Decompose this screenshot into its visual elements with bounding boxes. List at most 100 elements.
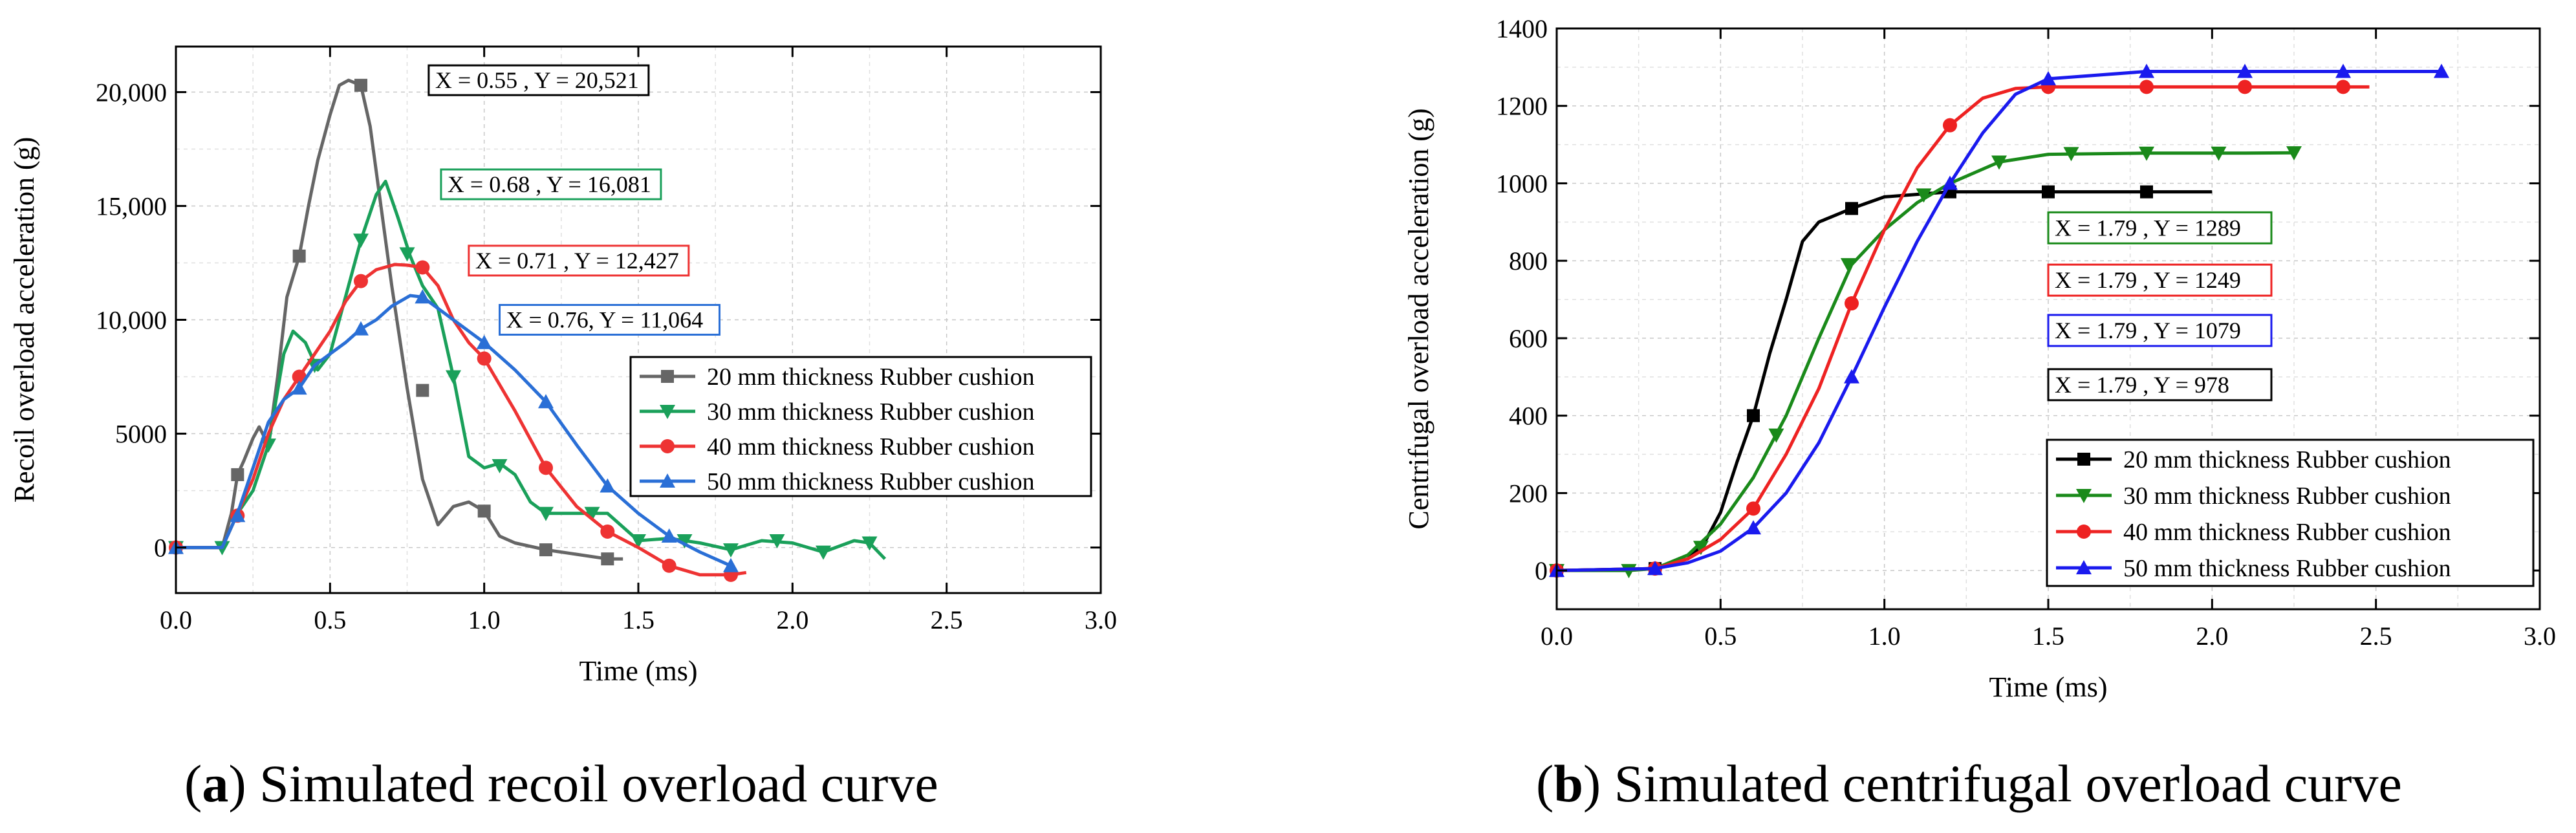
x-tick-label: 0.0 (160, 605, 192, 634)
caption-a: (a) Simulated recoil overload curve (184, 754, 938, 813)
legend-marker (661, 370, 674, 383)
annotation-box (2047, 368, 2273, 402)
legend-label: 20 mm thickness Rubber cushion (707, 363, 1035, 391)
data-point (2139, 80, 2154, 94)
annotation: X = 1.79 , Y = 1289 (2047, 211, 2273, 244)
data-point (1943, 118, 1957, 133)
legend-entry: 50 mm thickness Rubber cushion (640, 468, 1035, 495)
y-tick-label: 600 (1509, 324, 1548, 353)
data-point (354, 78, 367, 92)
chart-a: 0.0 0.5 1.0 1.5 2.0 2.5 3.0 0 5000 10,000 15,000 20… (8, 45, 1117, 687)
series-4 (1549, 63, 2449, 578)
annotation: X = 0.68 , Y = 16,081 (440, 168, 662, 200)
caption-b: (b) Simulated centrifugal overload curve (1536, 754, 2402, 813)
x-tick-label: 0.5 (1704, 622, 1737, 651)
x-tick-label: 2.0 (2196, 622, 2228, 651)
legend-box (2046, 438, 2535, 587)
data-point (584, 506, 600, 521)
data-point (2139, 63, 2154, 78)
legend-entry: 30 mm thickness Rubber cushion (640, 398, 1035, 426)
legend-entry: 20 mm thickness Rubber cushion (640, 363, 1035, 391)
y-tick-label: 15,000 (96, 191, 167, 221)
x-tick-label: 1.5 (622, 605, 655, 634)
data-point (1746, 520, 1761, 535)
legend-marker (660, 405, 675, 419)
x-tick-label: 1.0 (1868, 622, 1901, 651)
legend-marker (660, 473, 675, 488)
annotation-text: X = 1.79 , Y = 1079 (2055, 318, 2241, 343)
x-tick-label: 1.0 (468, 605, 501, 634)
data-point (399, 247, 415, 262)
data-point (230, 508, 246, 523)
data-point (600, 524, 615, 539)
annotation: X = 0.55 , Y = 20,521 (428, 64, 650, 96)
series-line (1556, 85, 2370, 572)
data-point (415, 260, 430, 275)
legend: 20 mm thickness Rubber cushion 30 mm thic… (2046, 438, 2535, 587)
y-tick-label: 800 (1509, 246, 1548, 276)
data-point (723, 543, 739, 558)
data-point (446, 370, 461, 385)
x-tick-label: 2.5 (2360, 622, 2392, 651)
data-point (2139, 146, 2154, 161)
y-tick-label: 1400 (1496, 14, 1548, 43)
legend-entry: 50 mm thickness Rubber cushion (2056, 555, 2451, 582)
legend-label: 50 mm thickness Rubber cushion (707, 468, 1035, 495)
data-point (1844, 369, 1859, 384)
legend-entry: 30 mm thickness Rubber cushion (2056, 482, 2451, 510)
annotation-box (2047, 211, 2273, 244)
legend-label: 40 mm thickness Rubber cushion (2123, 519, 2451, 546)
annotation-text: X = 1.79 , Y = 1249 (2055, 267, 2241, 293)
y-tick-label: 5000 (115, 420, 167, 449)
y-tick-label: 0 (154, 534, 167, 563)
legend-label: 30 mm thickness Rubber cushion (2123, 482, 2451, 510)
legend-marker (2076, 489, 2092, 503)
x-tick-label: 0.0 (1541, 622, 1573, 651)
y-tick-label: 400 (1509, 402, 1548, 431)
y-axis-label: Centrifugal overload acceleration (g) (1403, 108, 1434, 529)
data-point (2336, 80, 2350, 94)
data-point (723, 557, 739, 572)
data-point (1693, 541, 1709, 556)
data-point (1747, 409, 1760, 422)
legend: 20 mm thickness Rubber cushion 30 mm thic… (629, 356, 1092, 497)
annotation-box (468, 244, 690, 277)
x-tick-label: 1.5 (2032, 622, 2064, 651)
data-point (2042, 185, 2055, 199)
x-tick-label: 3.0 (1085, 605, 1117, 634)
legend-label: 40 mm thickness Rubber cushion (707, 433, 1035, 460)
data-point (600, 478, 616, 493)
x-tick-label: 2.0 (776, 605, 808, 634)
y-tick-label: 0 (1535, 556, 1548, 585)
legend-marker (660, 439, 675, 453)
data-point (292, 249, 306, 263)
data-point (415, 289, 431, 304)
annotation: X = 1.79 , Y = 978 (2047, 368, 2273, 402)
data-point (1647, 561, 1663, 576)
data-point (2237, 63, 2253, 78)
legend-marker (2077, 453, 2090, 466)
legend-label: 30 mm thickness Rubber cushion (707, 398, 1035, 426)
data-point (2434, 63, 2449, 78)
legend-marker (2077, 525, 2091, 539)
y-tick-label: 200 (1509, 479, 1548, 508)
y-tick-label: 10,000 (96, 306, 167, 335)
x-tick-label: 2.5 (931, 605, 963, 634)
data-point (416, 384, 429, 397)
data-point (601, 552, 614, 566)
data-point (1845, 202, 1858, 215)
y-axis-label: Recoil overload acceleration (g) (8, 137, 40, 503)
series-line (176, 263, 747, 577)
data-point (353, 321, 369, 336)
x-tick-label: 0.5 (314, 605, 346, 634)
data-point (631, 534, 646, 549)
annotation-text: X = 1.79 , Y = 978 (2055, 372, 2229, 398)
data-point (1746, 501, 1760, 516)
annotation-text: X = 0.68 , Y = 16,081 (448, 171, 651, 197)
annotation-box (499, 304, 720, 336)
annotation-text: X = 0.55 , Y = 20,521 (435, 67, 639, 93)
data-point (2040, 70, 2056, 85)
data-point (231, 468, 244, 481)
data-point (861, 536, 878, 551)
